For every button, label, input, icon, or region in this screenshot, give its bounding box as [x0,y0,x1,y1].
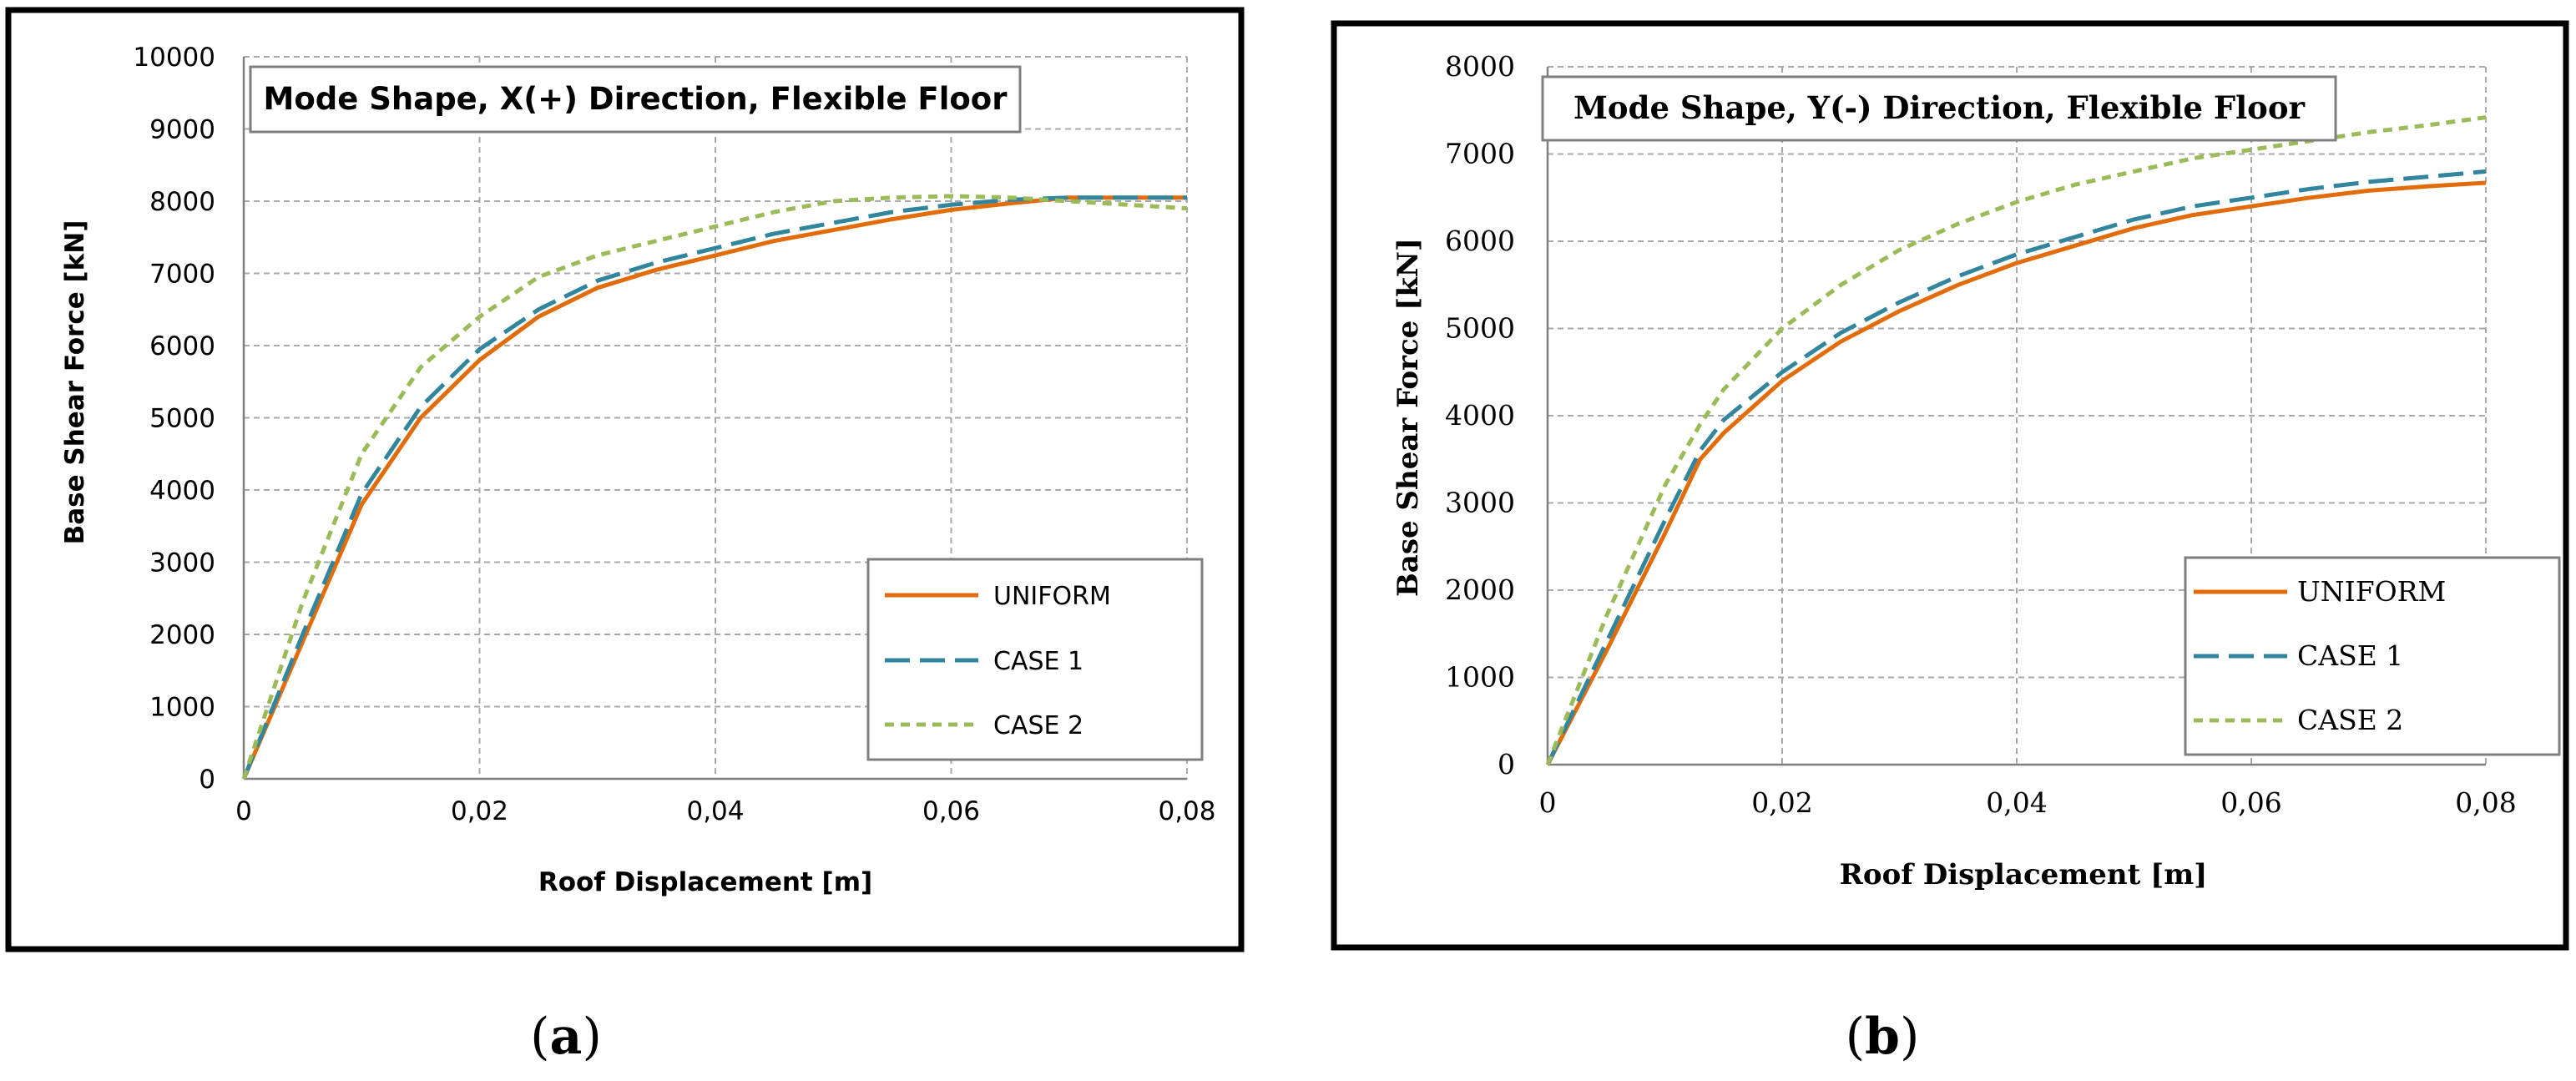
chart-b-ytick-label: 7000 [1445,138,1515,170]
caption-a: (a) [530,1008,602,1066]
chart-a-ytick-label: 0 [199,765,215,795]
chart-a-ytick-label: 3000 [149,548,215,578]
chart-b-legend-label-2: CASE 2 [2297,704,2403,736]
chart-b-ytick-label: 5000 [1445,312,1515,345]
chart-a-series-uniform [241,195,1187,780]
caption-b: (b) [1846,1008,1920,1066]
chart-b-xtick-label: 0,06 [2220,786,2281,819]
chart-a-ytick-label: 5000 [149,404,215,434]
chart-a-title-box [249,65,1022,134]
panel-b-frame [1331,20,2569,951]
chart-b-ytick-label: 8000 [1445,50,1515,83]
chart-b-legend: UNIFORM CASE 1 CASE 2 [2194,575,2446,736]
chart-a-xtick-label: 0,04 [686,796,744,826]
chart-a-xlabel: Roof Displacement [m] [538,867,872,897]
chart-b-ytick-label: 6000 [1445,225,1515,257]
chart-b-ytick-label: 4000 [1445,399,1515,432]
chart-b-title-box [1541,75,2337,142]
chart-a-xtick-label: 0,02 [451,796,508,826]
chart-a-series-case-2 [241,194,1188,780]
chart-a-legend: UNIFORM CASE 1 CASE 2 [885,582,1111,740]
chart-b-series-case-2 [1545,115,2487,765]
chart-b-ytick-label: 0 [1498,748,1515,780]
chart-b-series-uniform [1545,180,2487,766]
chart-a-xtick-label: 0 [235,796,252,826]
chart-a-legend-label-2: CASE 2 [993,711,1083,740]
chart-b-xtick-label: 0 [1539,786,1557,819]
chart-b-ytick-label: 2000 [1445,573,1515,606]
chart-b: 0 1000 2000 3000 4000 5000 6000 7000 8000 0 0,02 0,… [1445,50,2517,819]
chart-a-ytick-label: 9000 [149,115,215,145]
chart-a-ytick-label: 6000 [149,331,215,361]
chart-a-ytick-label: 4000 [149,476,215,506]
chart-a-legend-label-0: UNIFORM [993,582,1111,611]
chart-a-ytick-label: 1000 [149,693,215,723]
chart-b-xtick-label: 0,04 [1986,786,2047,819]
caption-a-letter: a [550,1008,583,1066]
chart-a-ylabel: Base Shear Force [kN] [60,220,90,545]
chart-a-xtick-label: 0,06 [922,796,980,826]
chart-b-legend-label-0: UNIFORM [2297,575,2446,608]
chart-b-xlabel: Roof Displacement [m] [1840,858,2208,892]
chart-a-ytick-label: 2000 [149,620,215,650]
chart-b-ytick-label: 3000 [1445,487,1515,519]
chart-a-xtick-label: 0,08 [1158,796,1215,826]
chart-b-title: Mode Shape, Y(-) Direction, Flexible Flo… [1573,89,2306,126]
chart-b-ylabel: Base Shear Force [kN] [1392,238,1425,597]
chart-b-series-case-1 [1545,169,2487,766]
chart-a-ytick-label: 8000 [149,187,215,217]
chart-b-xtick-label: 0,08 [2455,786,2516,819]
chart-b-ytick-label: 1000 [1445,661,1515,694]
caption-b-letter: b [1865,1008,1900,1066]
chart-b-xtick-label: 0,02 [1751,786,1812,819]
chart-a-legend-label-1: CASE 1 [993,647,1083,676]
chart-b-legend-label-1: CASE 1 [2297,639,2403,672]
chart-a-ytick-label: 7000 [149,260,215,290]
chart-a-ytick-label: 10000 [133,43,215,73]
panel-a-frame [5,7,1245,952]
chart-a-title: Mode Shape, X(+) Direction, Flexible Flo… [264,81,1008,117]
